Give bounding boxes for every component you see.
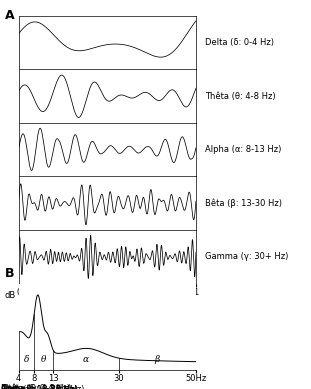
Text: Delta (δ: 0-4 Hz): Delta (δ: 0-4 Hz) — [1, 384, 70, 389]
Text: Gamma (γ: 30+ Hz): Gamma (γ: 30+ Hz) — [1, 384, 84, 389]
Text: θ: θ — [41, 355, 46, 364]
Text: β: β — [155, 355, 160, 364]
Text: Thêta (θ: 4-8 Hz): Thêta (θ: 4-8 Hz) — [1, 384, 71, 389]
Text: A: A — [4, 9, 14, 22]
Text: Bêta (β: 13-30 Hz): Bêta (β: 13-30 Hz) — [205, 198, 282, 208]
Text: dB: dB — [4, 291, 16, 300]
Text: δ: δ — [24, 355, 29, 364]
Text: Gamma (γ: 30+ Hz): Gamma (γ: 30+ Hz) — [205, 252, 288, 261]
Text: B: B — [4, 266, 14, 280]
Text: Alpha (α: 8-13 Hz): Alpha (α: 8-13 Hz) — [1, 384, 77, 389]
Text: Delta (δ: 0-4 Hz): Delta (δ: 0-4 Hz) — [205, 38, 274, 47]
Text: Alpha (α: 8-13 Hz): Alpha (α: 8-13 Hz) — [205, 145, 281, 154]
Text: Thêta (θ: 4-8 Hz): Thêta (θ: 4-8 Hz) — [205, 91, 276, 100]
Text: Bêta (β: 13-30 Hz): Bêta (β: 13-30 Hz) — [1, 384, 78, 389]
Text: α: α — [83, 355, 89, 364]
X-axis label: temps(s): temps(s) — [80, 304, 117, 313]
